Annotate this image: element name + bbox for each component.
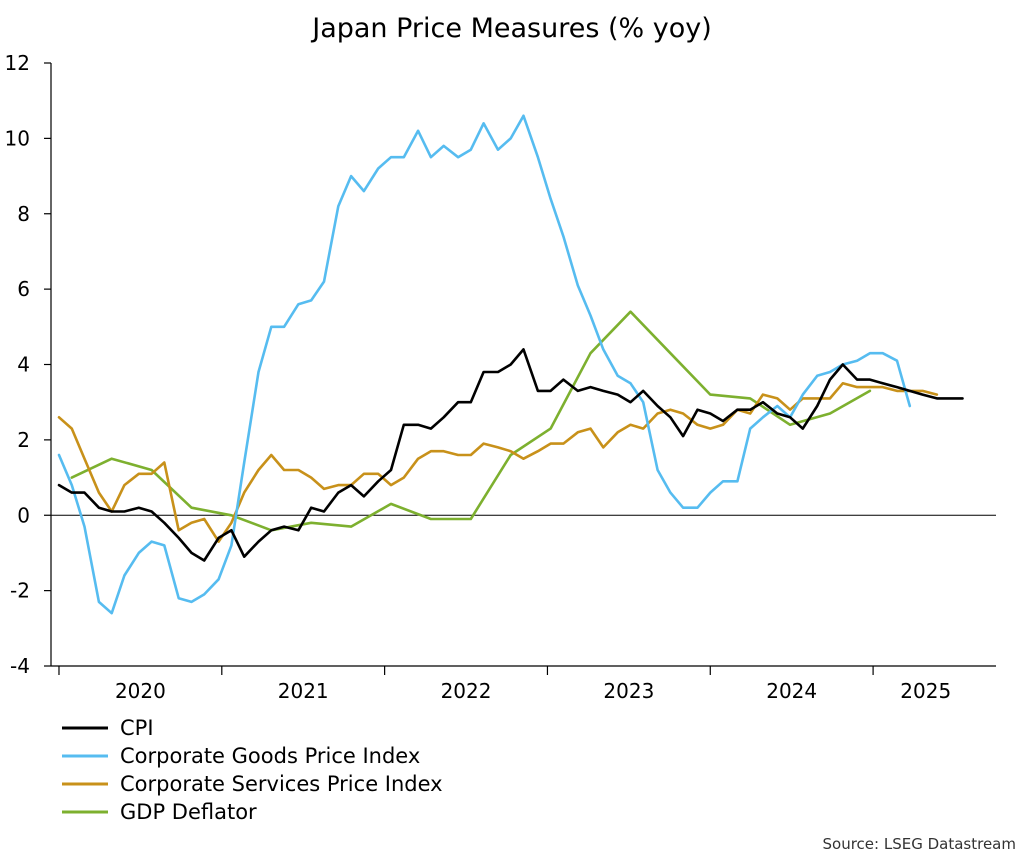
y-tick-label: 10 xyxy=(5,126,30,150)
series-lines xyxy=(57,114,964,615)
x-axis: 2020 2021 2022 2023 2024 2025 xyxy=(51,665,996,703)
y-tick-label: 4 xyxy=(17,353,30,377)
y-axis: 12 10 8 6 4 2 0 -2 -4 xyxy=(5,51,996,678)
legend-label: Corporate Services Price Index xyxy=(120,772,443,796)
legend-label: Corporate Goods Price Index xyxy=(120,744,420,768)
x-tick-label: 2020 xyxy=(115,679,166,703)
legend-label: CPI xyxy=(120,716,154,740)
x-tick-label: 2021 xyxy=(278,679,329,703)
chart-title: Japan Price Measures (% yoy) xyxy=(310,13,712,44)
y-tick-label: 6 xyxy=(17,277,30,301)
x-tick-label: 2022 xyxy=(441,679,492,703)
series-line-cpi xyxy=(57,348,964,562)
y-tick-label: -2 xyxy=(10,579,30,603)
x-tick-label: 2024 xyxy=(766,679,817,703)
x-tick-label: 2025 xyxy=(900,679,951,703)
series-line-gdp-deflator xyxy=(70,310,872,532)
y-tick-label: 2 xyxy=(17,428,30,452)
source-note: Source: LSEG Datastream xyxy=(823,835,1016,853)
y-tick-label: 0 xyxy=(17,503,30,527)
legend-label: GDP Deflator xyxy=(120,800,257,824)
y-tick-label: -4 xyxy=(10,654,30,678)
y-tick-label: 12 xyxy=(5,51,30,75)
series-line-corporate-services-price-index xyxy=(57,381,939,543)
legend: CPI Corporate Goods Price Index Corporate … xyxy=(62,716,443,824)
series-line-corporate-goods-price-index xyxy=(57,114,912,615)
x-tick-label: 2023 xyxy=(603,679,654,703)
y-tick-label: 8 xyxy=(17,202,30,226)
